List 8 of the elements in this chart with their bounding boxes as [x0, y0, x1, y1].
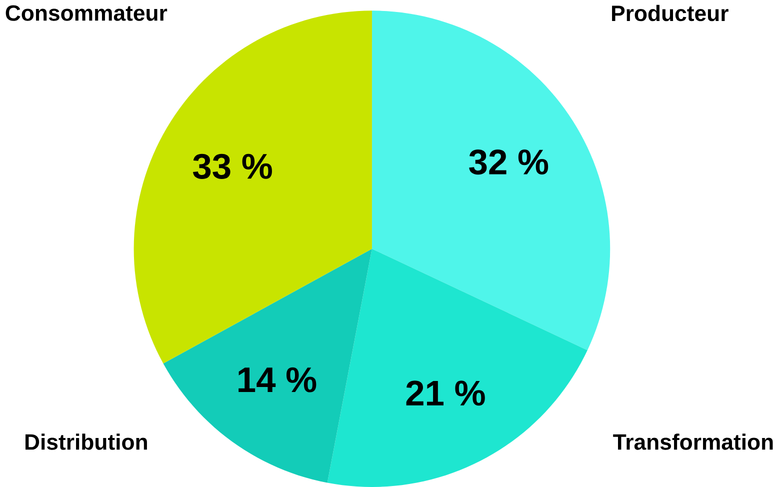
data-label: 21 % [406, 380, 485, 406]
data-label: 14 % [238, 367, 316, 392]
slice-label: Transformation [613, 434, 773, 450]
data-label: 32 % [469, 149, 548, 175]
slice-label: Distribution [26, 434, 147, 450]
data-label: 33 % [192, 154, 272, 179]
slice-label: Consommateur [6, 5, 168, 21]
slice-label: Producteur [612, 4, 728, 22]
